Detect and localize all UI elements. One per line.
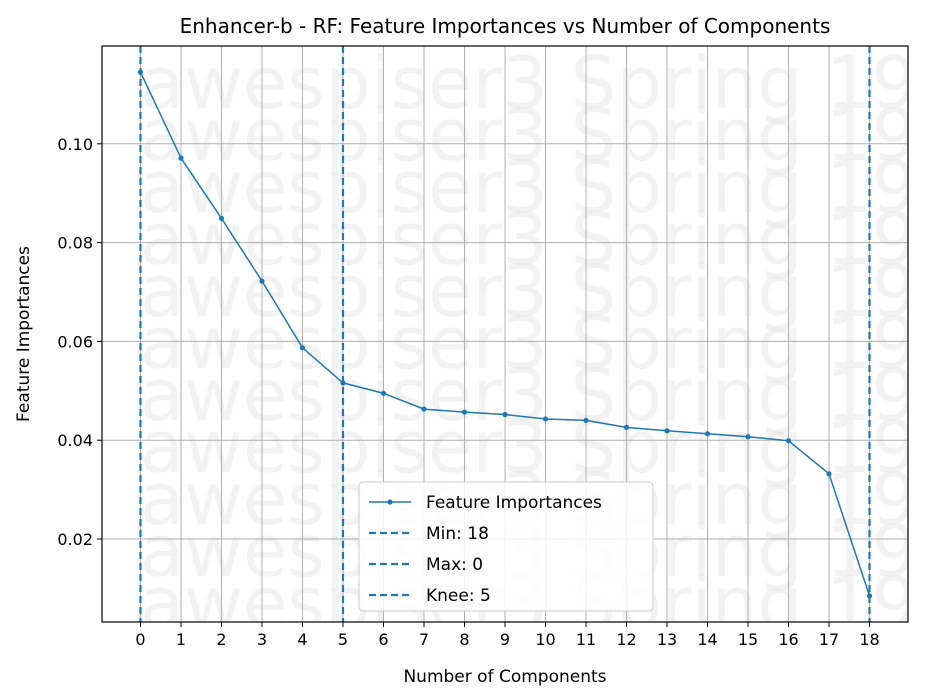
x-tick-label: 14 bbox=[697, 630, 717, 649]
legend-entry-label: Feature Importances bbox=[426, 493, 602, 513]
x-tick-label: 4 bbox=[297, 630, 307, 649]
data-point bbox=[583, 417, 589, 424]
y-axis: 0.02 0.04 0.06 0.08 0.10 bbox=[57, 135, 102, 549]
y-tick-label: 0.04 bbox=[57, 431, 93, 450]
data-point bbox=[461, 409, 468, 415]
data-point bbox=[178, 155, 184, 161]
watermark-text: awespiser3 Spring 19 bbox=[140, 301, 917, 385]
data-point bbox=[542, 416, 549, 422]
x-tick-label: 16 bbox=[778, 630, 798, 649]
y-tick-label: 0.06 bbox=[57, 332, 93, 351]
data-point bbox=[259, 278, 265, 284]
x-tick-label: 10 bbox=[535, 630, 555, 649]
watermark-text: awespiser3 Spring 19 bbox=[140, 93, 917, 177]
y-tick-label: 0.08 bbox=[57, 234, 93, 253]
watermark-text: awespiser3 Spring 19 bbox=[140, 197, 917, 281]
data-point bbox=[218, 215, 225, 222]
y-tick-label: 0.10 bbox=[57, 135, 93, 154]
x-tick-label: 9 bbox=[500, 630, 510, 649]
x-tick-label: 8 bbox=[459, 630, 469, 649]
data-point bbox=[380, 390, 387, 396]
data-point bbox=[299, 345, 306, 351]
x-tick-label: 3 bbox=[257, 630, 267, 649]
x-tick-label: 17 bbox=[819, 630, 839, 649]
x-tick-label: 18 bbox=[859, 630, 879, 649]
legend-entry-label: Knee: 5 bbox=[426, 586, 491, 606]
watermark-text: awespiser3 Spring 19 bbox=[140, 41, 917, 125]
x-axis-label: Number of Components bbox=[403, 667, 606, 687]
data-point bbox=[421, 406, 427, 412]
legend-entry-label: Min: 18 bbox=[426, 524, 489, 544]
x-tick-label: 13 bbox=[657, 630, 677, 649]
legend-swatch-marker bbox=[387, 499, 393, 505]
data-point bbox=[137, 69, 144, 75]
x-tick-label: 7 bbox=[419, 630, 429, 649]
watermark-text: awespiser3 Spring 19 bbox=[140, 405, 917, 489]
data-point bbox=[340, 380, 346, 386]
x-tick-label: 15 bbox=[738, 630, 758, 649]
y-axis-label: Feature Importances bbox=[14, 246, 34, 422]
x-axis: 0 1 2 3 4 5 6 7 8 9 10 11 12 13 14 15 16 17 18 bbox=[135, 622, 880, 649]
data-point bbox=[826, 471, 832, 477]
watermark-text: awespiser3 Spring 19 bbox=[140, 145, 917, 229]
x-tick-label: 5 bbox=[338, 630, 348, 649]
y-tick-label: 0.02 bbox=[57, 530, 93, 549]
x-tick-label: 6 bbox=[378, 630, 388, 649]
data-point bbox=[502, 411, 508, 418]
x-tick-label: 0 bbox=[135, 630, 145, 649]
data-point bbox=[623, 424, 630, 430]
data-point bbox=[866, 593, 873, 599]
x-tick-label: 11 bbox=[576, 630, 596, 649]
x-tick-label: 1 bbox=[176, 630, 186, 649]
vline-layer bbox=[139, 46, 871, 622]
data-point bbox=[664, 428, 670, 434]
watermark-text: awespiser3 Spring 19 bbox=[140, 353, 917, 437]
data-point bbox=[704, 431, 711, 437]
data-point bbox=[745, 434, 751, 440]
chart-title: Enhancer-b - RF: Feature Importances vs … bbox=[180, 14, 831, 38]
legend: Feature Importances Min: 18 Max: 0 Knee: 5 bbox=[358, 481, 654, 612]
x-tick-label: 2 bbox=[216, 630, 226, 649]
x-tick-label: 12 bbox=[616, 630, 636, 649]
series-layer bbox=[137, 69, 873, 599]
legend-box bbox=[358, 481, 654, 612]
data-point bbox=[785, 438, 792, 444]
legend-entry-label: Max: 0 bbox=[426, 555, 483, 575]
